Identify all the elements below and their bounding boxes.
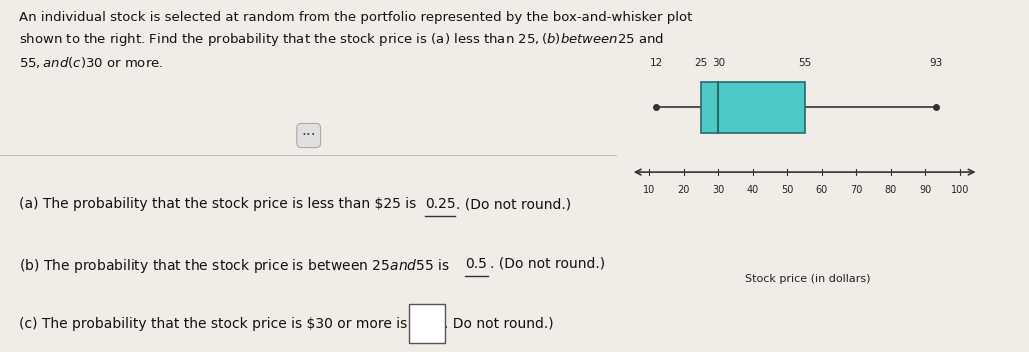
Text: . (Do not round.): . (Do not round.) [456, 197, 571, 211]
Text: (a) The probability that the stock price is less than $25 is: (a) The probability that the stock price… [19, 197, 420, 211]
Text: 93: 93 [929, 58, 943, 68]
Bar [701, 82, 805, 133]
Text: 12: 12 [649, 58, 663, 68]
Text: 0.25: 0.25 [425, 197, 456, 211]
Text: 70: 70 [850, 184, 862, 195]
Text: (b) The probability that the stock price is between $25 and $55 is: (b) The probability that the stock price… [19, 257, 451, 275]
Text: 100: 100 [951, 184, 969, 195]
Text: 25: 25 [695, 58, 708, 68]
Text: ···: ··· [301, 128, 316, 143]
Text: 20: 20 [678, 184, 690, 195]
Text: 50: 50 [781, 184, 793, 195]
Text: 60: 60 [816, 184, 828, 195]
Text: 10: 10 [643, 184, 655, 195]
Text: 0.5: 0.5 [465, 257, 487, 271]
Text: . Do not round.): . Do not round.) [445, 317, 554, 331]
Text: (c) The probability that the stock price is $30 or more is: (c) The probability that the stock price… [19, 317, 412, 331]
FancyBboxPatch shape [409, 304, 445, 343]
Text: 55: 55 [799, 58, 811, 68]
Text: Stock price (in dollars): Stock price (in dollars) [745, 274, 871, 284]
Text: 30: 30 [712, 58, 725, 68]
Text: An individual stock is selected at random from the portfolio represented by the : An individual stock is selected at rando… [19, 11, 691, 70]
Text: 80: 80 [885, 184, 897, 195]
Text: 90: 90 [919, 184, 931, 195]
Text: 30: 30 [712, 184, 724, 195]
Text: . (Do not round.): . (Do not round.) [490, 257, 605, 271]
Text: 40: 40 [747, 184, 759, 195]
